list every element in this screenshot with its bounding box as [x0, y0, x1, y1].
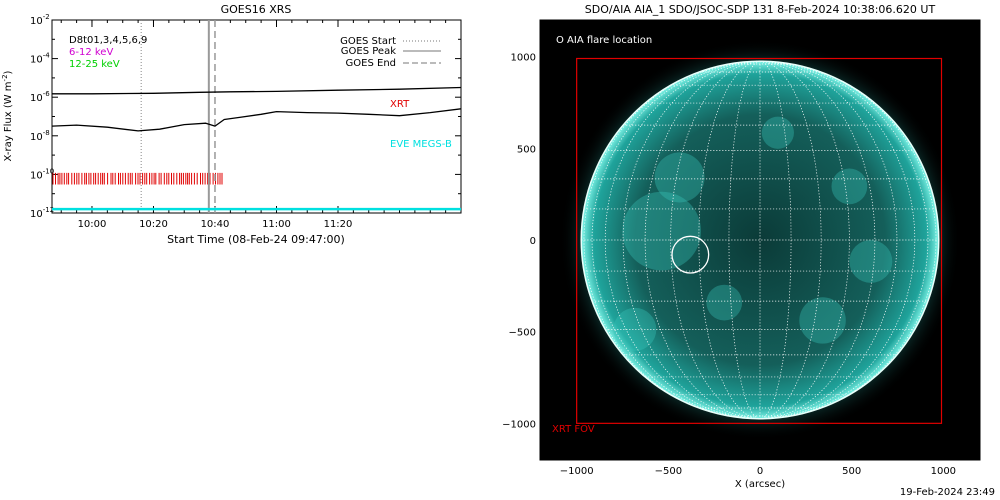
legend-goes-start: GOES Start — [340, 36, 396, 47]
goes-legend-right: GOES Start GOES Peak GOES End — [340, 36, 441, 69]
x-tick-label: 11:20 — [324, 219, 353, 230]
active-region — [849, 240, 893, 283]
aia-x-tick-label: 0 — [757, 466, 763, 477]
aia-axes: −1000 −500 0 500 1000 −1000 −500 0 500 1000 — [502, 53, 956, 477]
longitude-line — [591, 60, 761, 420]
active-region — [613, 307, 657, 351]
x-tick-label: 10:40 — [201, 219, 230, 230]
goes-event-markers — [140, 20, 216, 213]
aia-image-panel: SDO/AIA AIA_1 SDO/JSOC-SDP 131 8-Feb-202… — [502, 3, 981, 490]
goes-y-axis-label: X-ray Flux (W m-2) — [1, 70, 14, 161]
aia-y-tick-label: −500 — [509, 328, 536, 339]
active-region — [706, 284, 743, 321]
longitude-line — [759, 60, 850, 420]
aia-y-tick-label: 1000 — [511, 53, 536, 64]
active-regions — [613, 116, 893, 351]
legend-goes-end: GOES End — [346, 58, 396, 69]
longitude-line — [759, 60, 916, 420]
goes-chart-title: GOES16 XRS — [221, 3, 292, 16]
longitude-line — [759, 60, 822, 420]
flare-location-circle — [671, 235, 710, 274]
aia-y-tick-label: −1000 — [502, 419, 536, 430]
longitude-line — [622, 60, 761, 420]
active-region — [831, 168, 868, 205]
legend-detectors: D8t01,3,4,5,6,9 — [69, 35, 147, 46]
y-tick-label: 10-2 — [30, 13, 50, 27]
heliographic-grid — [580, 60, 940, 420]
aia-y-tick-label: 0 — [530, 236, 536, 247]
goes-series-group — [52, 86, 461, 211]
footer-timestamp: 19-Feb-2024 23:49 — [900, 487, 995, 498]
longitude-line — [698, 60, 761, 420]
active-region — [654, 152, 705, 203]
xrt-observation-ticks — [52, 172, 223, 185]
solar-limb — [580, 60, 940, 420]
y-tick-label: 10-6 — [30, 90, 50, 104]
x-tick-label: 10:00 — [78, 219, 107, 230]
goes-lightcurve-chart: GOES16 XRS 10-12 10-10 10-8 10-6 10-4 10-2 10… — [1, 3, 462, 246]
longitude-line — [759, 60, 792, 420]
longitude-line — [670, 60, 761, 420]
legend-12-25kev: 12-25 keV — [69, 59, 120, 70]
goes-plot-frame — [51, 19, 462, 214]
flare-location-label: O AIA flare location — [556, 35, 652, 46]
longitude-line — [644, 60, 761, 420]
goes-legend-left: D8t01,3,4,5,6,9 6-12 keV 12-25 keV — [69, 35, 147, 70]
goes-x-axis: 10:00 10:20 10:40 11:00 11:20 — [60, 20, 462, 230]
aia-y-tick-label: 500 — [517, 144, 536, 155]
y-tick-label: 10-4 — [30, 52, 50, 66]
y-tick-label: 10-10 — [30, 167, 54, 181]
aia-x-tick-label: −1000 — [560, 466, 594, 477]
aia-x-tick-label: 500 — [842, 466, 861, 477]
aia-x-tick-label: 1000 — [931, 466, 956, 477]
active-region — [761, 116, 794, 149]
series-label-xrt: XRT — [390, 99, 410, 110]
goes-x-axis-label: Start Time (08-Feb-24 09:47:00) — [167, 233, 345, 246]
x-tick-label: 10:20 — [139, 219, 168, 230]
aia-x-tick-label: −500 — [655, 466, 682, 477]
xrt-fov-box — [576, 57, 943, 424]
series-label-eve: EVE MEGS-B — [390, 139, 452, 150]
xrt-flux-line — [52, 86, 461, 95]
longitude-line — [728, 60, 761, 420]
active-region — [622, 191, 702, 271]
xrt-fov-label: XRT FOV — [552, 424, 595, 435]
aia-image-title: SDO/AIA AIA_1 SDO/JSOC-SDP 131 8-Feb-202… — [585, 3, 936, 16]
longitude-line — [759, 60, 929, 420]
legend-6-12kev: 6-12 keV — [69, 47, 113, 58]
active-region — [799, 297, 846, 344]
y-tick-label: 10-8 — [30, 129, 50, 143]
goes-low-channel-line — [52, 108, 461, 132]
longitude-line — [759, 60, 898, 420]
x-tick-label: 11:00 — [262, 219, 291, 230]
aia-x-axis-label: X (arcsec) — [735, 479, 785, 490]
y-tick-label: 10-12 — [30, 206, 54, 220]
legend-goes-peak: GOES Peak — [341, 46, 396, 57]
longitude-line — [759, 60, 876, 420]
longitude-line — [604, 60, 761, 420]
